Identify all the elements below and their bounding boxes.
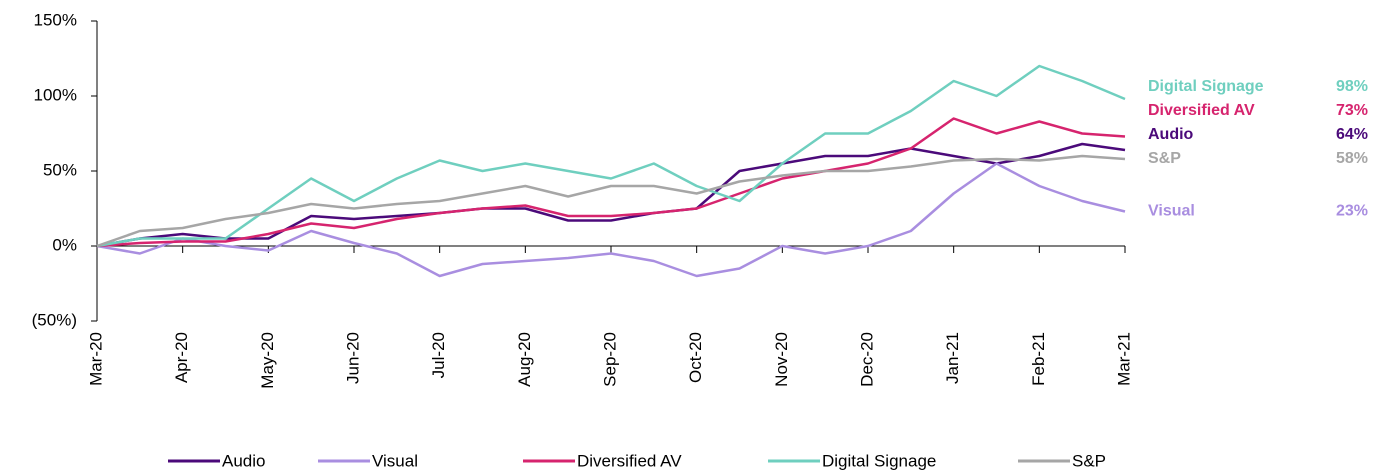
- x-tick-label: Jan-21: [943, 332, 962, 384]
- x-tick-label: Feb-21: [1029, 332, 1048, 386]
- end-label-value: 23%: [1336, 203, 1368, 220]
- x-tick-label: Mar-21: [1114, 332, 1133, 386]
- end-label-value: 73%: [1336, 102, 1368, 119]
- y-tick-label: 50%: [43, 160, 77, 179]
- x-tick-label: Apr-20: [172, 332, 191, 383]
- legend-label: S&P: [1072, 451, 1106, 470]
- x-tick-label: Nov-20: [772, 332, 791, 387]
- y-tick-label: 100%: [34, 85, 77, 104]
- y-tick-label: 150%: [34, 10, 77, 29]
- series-line: [96, 162, 1126, 278]
- y-tick-label: 0%: [52, 235, 77, 254]
- y-tick-label: (50%): [32, 310, 77, 329]
- legend-label: Audio: [222, 451, 265, 470]
- x-tick-label: Oct-20: [686, 332, 705, 383]
- x-tick-label: May-20: [258, 332, 277, 389]
- series-line: [96, 142, 1126, 248]
- end-label-name: S&P: [1148, 150, 1181, 167]
- x-tick-label: Jun-20: [343, 332, 362, 384]
- x-tick-label: Dec-20: [857, 332, 876, 387]
- legend-label: Visual: [372, 451, 418, 470]
- x-tick-label: Aug-20: [515, 332, 534, 387]
- end-labels: Visual 23% S&P 58% Audio 64% Diversified AV 73%…: [1148, 78, 1368, 220]
- end-label-value: 64%: [1336, 126, 1368, 143]
- legend-label: Diversified AV: [577, 451, 682, 470]
- x-tick-label: Sep-20: [600, 332, 619, 387]
- x-tick-label: Jul-20: [429, 332, 448, 378]
- x-tick-label: Mar-20: [86, 332, 105, 386]
- end-label-value: 58%: [1336, 150, 1368, 167]
- end-label-name: Visual: [1148, 203, 1195, 220]
- end-label-name: Audio: [1148, 126, 1194, 143]
- end-label-value: 98%: [1336, 78, 1368, 95]
- series-line: [96, 117, 1126, 248]
- end-label-name: Diversified AV: [1148, 102, 1255, 119]
- series-line: [96, 154, 1126, 248]
- series-line: [96, 64, 1126, 248]
- legend-label: Digital Signage: [822, 451, 936, 470]
- end-label-name: Digital Signage: [1148, 78, 1264, 95]
